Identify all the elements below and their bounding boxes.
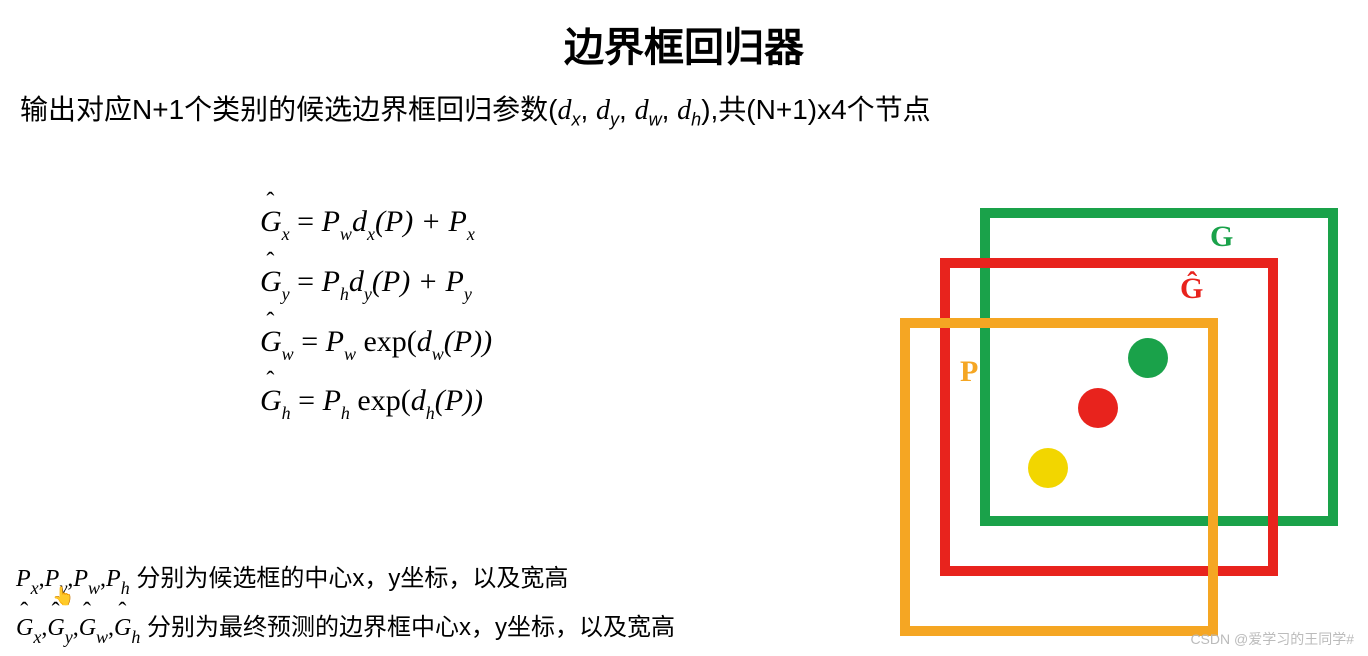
sep2: , [619,94,635,125]
box-g-label: G [1210,220,1233,254]
sub-dw: w [649,110,662,130]
subtitle-pre: 输出对应N+1个类别的候选边界框回归参数( [20,94,557,125]
watermark: CSDN @爱学习的王同学# [1190,629,1354,649]
sub-dy: y [610,110,619,130]
equation-4: ˆGh = Ph exp(dh(P)) [260,384,492,422]
subtitle: 输出对应N+1个类别的候选边界框回归参数(dx, dy, dw, dh),共(N… [20,88,931,131]
equation-1: ˆGx = Pwdx(P) + Px [260,205,492,243]
dot-g [1128,338,1168,378]
dot-ghat [1078,388,1118,428]
sub-d1: d [557,95,571,126]
cursor-icon: 👆 [52,586,74,607]
footnote-ghat: ˆGx,ˆGy,ˆGw,ˆGh 分别为最终预测的边界框中心x，y坐标，以及宽高 [16,607,675,646]
subtitle-post: ),共(N+1)x4个节点 [701,94,930,125]
box-p-label: P [960,355,978,389]
sub-d2: d [596,95,610,126]
boxes-diagram: GĜ P [900,200,1350,630]
equations-block: ˆGx = Pwdx(P) + Px ˆGy = Phdy(P) + Py ˆGw … [260,205,492,444]
sep3: , [662,94,678,125]
sub-d4: d [677,95,691,126]
equation-3: ˆGw = Pw exp(dw(P)) [260,325,492,363]
box-ghat-label: Ĝ [1180,272,1203,306]
equation-2: ˆGy = Phdy(P) + Py [260,265,492,303]
sub-d3: d [635,95,649,126]
dot-p [1028,448,1068,488]
sep1: , [580,94,596,125]
footnote-p: Px,Py,Pw,Ph 分别为候选框的中心x，y坐标，以及宽高 [16,558,675,597]
footnotes: Px,Py,Pw,Ph 分别为候选框的中心x，y坐标，以及宽高 ˆGx,ˆGy,… [16,558,675,656]
page-title: 边界框回归器 [0,15,1368,73]
sub-dh: h [691,110,701,130]
